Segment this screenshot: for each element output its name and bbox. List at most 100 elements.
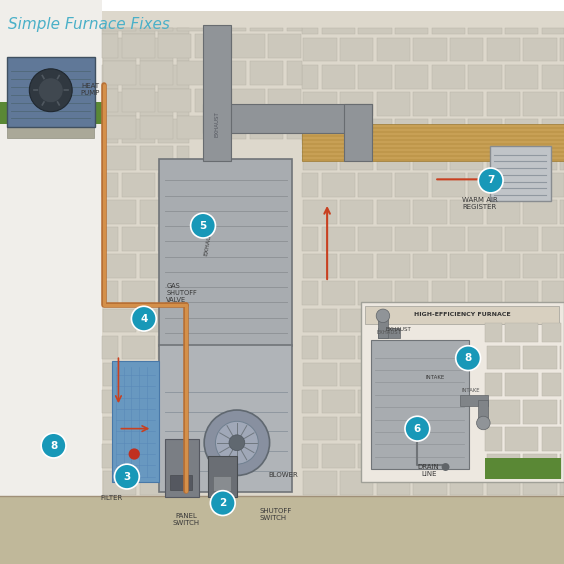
FancyBboxPatch shape (523, 38, 557, 61)
FancyBboxPatch shape (158, 281, 189, 305)
FancyBboxPatch shape (432, 65, 465, 89)
Circle shape (129, 448, 140, 460)
FancyBboxPatch shape (140, 309, 173, 332)
FancyBboxPatch shape (122, 444, 155, 468)
FancyBboxPatch shape (159, 345, 292, 492)
FancyBboxPatch shape (103, 309, 136, 332)
FancyBboxPatch shape (322, 444, 355, 468)
FancyBboxPatch shape (523, 92, 557, 116)
FancyBboxPatch shape (541, 444, 564, 468)
FancyBboxPatch shape (523, 417, 557, 440)
FancyBboxPatch shape (103, 28, 136, 31)
FancyBboxPatch shape (487, 471, 520, 495)
FancyBboxPatch shape (505, 281, 538, 305)
FancyBboxPatch shape (122, 119, 155, 143)
FancyBboxPatch shape (505, 427, 538, 451)
FancyBboxPatch shape (359, 173, 391, 197)
FancyBboxPatch shape (344, 104, 372, 161)
FancyBboxPatch shape (268, 34, 302, 58)
FancyBboxPatch shape (122, 173, 155, 197)
FancyBboxPatch shape (359, 336, 391, 359)
FancyBboxPatch shape (377, 254, 410, 278)
FancyBboxPatch shape (302, 390, 319, 413)
FancyBboxPatch shape (177, 417, 189, 440)
FancyBboxPatch shape (0, 496, 564, 564)
FancyBboxPatch shape (103, 38, 136, 61)
FancyBboxPatch shape (177, 363, 189, 386)
FancyBboxPatch shape (7, 57, 95, 127)
FancyBboxPatch shape (122, 65, 155, 89)
FancyBboxPatch shape (487, 454, 520, 478)
FancyBboxPatch shape (177, 92, 189, 116)
FancyBboxPatch shape (432, 227, 465, 251)
FancyBboxPatch shape (361, 302, 564, 482)
FancyBboxPatch shape (322, 336, 355, 359)
FancyBboxPatch shape (450, 92, 483, 116)
FancyBboxPatch shape (377, 200, 410, 224)
FancyBboxPatch shape (159, 159, 292, 346)
FancyBboxPatch shape (158, 336, 189, 359)
FancyBboxPatch shape (413, 417, 447, 440)
FancyBboxPatch shape (371, 340, 469, 469)
FancyBboxPatch shape (377, 92, 410, 116)
FancyBboxPatch shape (140, 146, 173, 170)
Text: 4: 4 (140, 314, 148, 324)
FancyBboxPatch shape (170, 475, 192, 490)
FancyBboxPatch shape (487, 38, 520, 61)
FancyBboxPatch shape (158, 34, 191, 58)
FancyBboxPatch shape (208, 456, 237, 497)
FancyBboxPatch shape (395, 173, 428, 197)
FancyBboxPatch shape (177, 309, 189, 332)
FancyBboxPatch shape (395, 444, 428, 468)
FancyBboxPatch shape (303, 92, 337, 116)
FancyBboxPatch shape (487, 417, 520, 440)
FancyBboxPatch shape (485, 373, 502, 396)
Circle shape (210, 491, 235, 515)
Circle shape (229, 435, 245, 451)
FancyBboxPatch shape (102, 390, 118, 413)
FancyBboxPatch shape (303, 471, 337, 495)
Text: Simple Furnace Fixes: Simple Furnace Fixes (8, 17, 170, 32)
FancyBboxPatch shape (468, 227, 502, 251)
FancyBboxPatch shape (102, 34, 118, 58)
FancyBboxPatch shape (359, 28, 391, 34)
FancyBboxPatch shape (523, 454, 557, 478)
FancyBboxPatch shape (450, 146, 483, 170)
FancyBboxPatch shape (490, 146, 551, 201)
FancyBboxPatch shape (413, 254, 447, 278)
FancyBboxPatch shape (450, 38, 483, 61)
FancyBboxPatch shape (103, 146, 136, 170)
FancyBboxPatch shape (560, 146, 564, 170)
FancyBboxPatch shape (103, 363, 136, 386)
FancyBboxPatch shape (468, 390, 502, 413)
Circle shape (29, 69, 72, 112)
Text: DRAIN
LINE: DRAIN LINE (418, 464, 439, 477)
FancyBboxPatch shape (158, 89, 191, 112)
FancyBboxPatch shape (505, 65, 538, 89)
Text: GAS
SHUTOFF
VALVE: GAS SHUTOFF VALVE (166, 283, 197, 303)
FancyBboxPatch shape (122, 28, 155, 34)
FancyBboxPatch shape (359, 119, 391, 143)
FancyBboxPatch shape (413, 309, 447, 332)
FancyBboxPatch shape (303, 200, 337, 224)
FancyBboxPatch shape (468, 65, 502, 89)
FancyBboxPatch shape (395, 119, 428, 143)
FancyBboxPatch shape (302, 281, 319, 305)
FancyBboxPatch shape (541, 336, 564, 359)
Text: INTAKE: INTAKE (426, 376, 445, 380)
FancyBboxPatch shape (487, 200, 520, 224)
FancyBboxPatch shape (541, 119, 564, 143)
FancyBboxPatch shape (359, 227, 391, 251)
FancyBboxPatch shape (195, 89, 228, 112)
FancyBboxPatch shape (177, 28, 210, 31)
FancyBboxPatch shape (378, 328, 400, 338)
FancyBboxPatch shape (487, 363, 520, 386)
Text: SHUTOFF
SWITCH: SHUTOFF SWITCH (259, 508, 292, 521)
FancyBboxPatch shape (203, 25, 231, 161)
FancyBboxPatch shape (560, 346, 561, 369)
FancyBboxPatch shape (541, 390, 564, 413)
FancyBboxPatch shape (103, 92, 136, 116)
FancyBboxPatch shape (468, 281, 502, 305)
Circle shape (131, 306, 156, 331)
FancyBboxPatch shape (523, 146, 557, 170)
